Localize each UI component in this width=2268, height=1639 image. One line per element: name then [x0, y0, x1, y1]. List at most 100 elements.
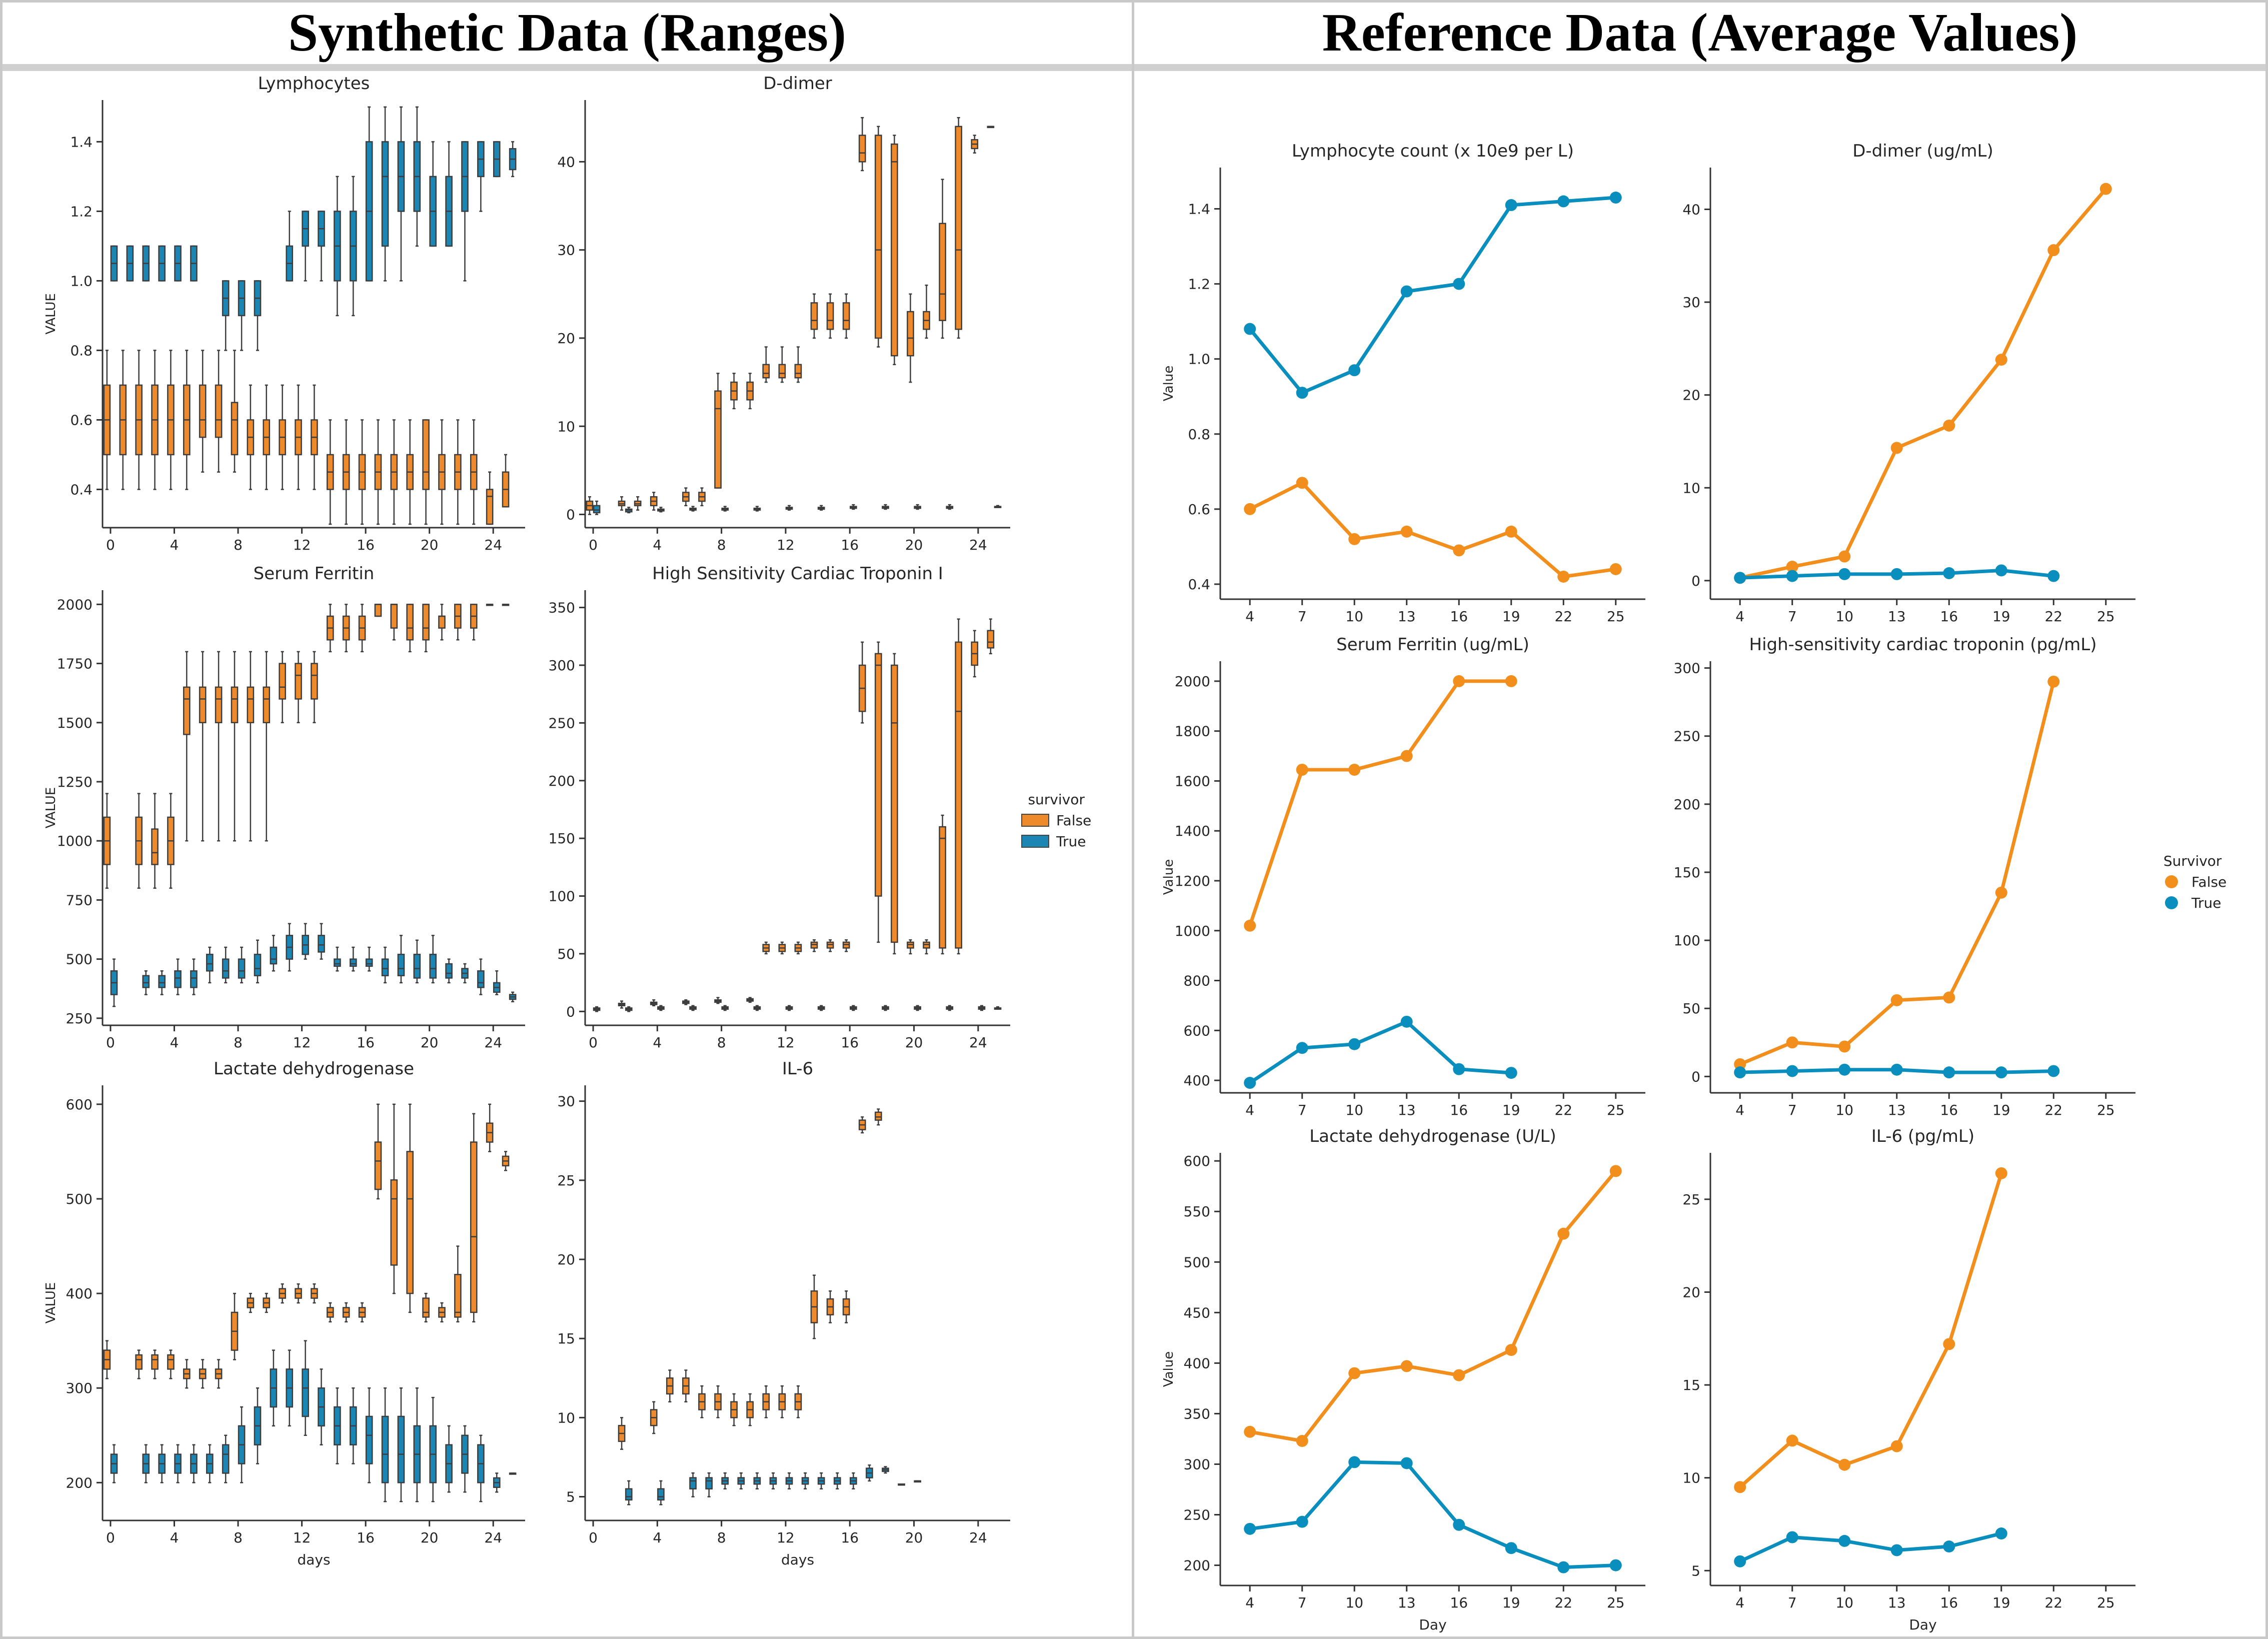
ref-troponin-xtick-label: 19 — [1992, 1102, 2010, 1118]
syn-ferritin-ytick-label: 750 — [66, 892, 93, 908]
right-header: Reference Data (Average Values) — [1132, 0, 2268, 66]
syn-ldh-box-false — [454, 1274, 462, 1318]
ref-lymph-point-false — [1453, 544, 1465, 557]
syn-ferritin-box-false — [199, 686, 207, 724]
syn-ferritin-xtick-label: 12 — [293, 1034, 311, 1051]
syn-ddimer-box-false — [955, 126, 963, 330]
syn-ferritin-box-true — [190, 970, 198, 988]
ref-troponin-ytick-label: 250 — [1674, 728, 1700, 745]
ref-troponin-point-false — [1995, 886, 2007, 899]
syn-il6-xtick-label: 24 — [969, 1529, 987, 1546]
ref-troponin-ytick-label: 150 — [1674, 864, 1700, 881]
ref-ldh-line-true — [1249, 1460, 1616, 1569]
ref-ddimer-line-false — [1739, 188, 2107, 580]
ref-ferritin-ytick-label: 400 — [1184, 1072, 1210, 1089]
syn-lymph-ytick-label: 1.4 — [70, 134, 93, 150]
ref-ddimer-ytick-label: 10 — [1682, 480, 1700, 496]
ref-ldh-xtick-label: 19 — [1502, 1594, 1520, 1611]
syn-ldh-xtick-label: 12 — [293, 1529, 311, 1546]
ref-troponin-point-true — [1734, 1066, 1746, 1079]
syn-ldh-box-false — [151, 1354, 159, 1370]
syn-ferritin-ytick-label: 2000 — [57, 596, 93, 613]
syn-ddimer-ytick-label: 30 — [557, 242, 575, 259]
syn-troponin-box-false — [939, 826, 946, 949]
syn-il6-ytick-label: 10 — [557, 1409, 575, 1426]
ref-ferritin-xtick-label: 10 — [1345, 1102, 1363, 1118]
syn-lymph-box-true — [381, 141, 389, 247]
ref-ldh-point-true — [1453, 1518, 1465, 1531]
ref-il6-xtick-label: 22 — [2044, 1594, 2062, 1611]
syn-lymph-ytick-label: 0.8 — [70, 342, 93, 359]
ref-il6-point-false — [1890, 1440, 1903, 1452]
ref-ddimer-point-false — [1995, 354, 2007, 366]
ref-ldh-xlabel: Day — [1419, 1616, 1446, 1633]
syn-ferritin-ylabel: VALUE — [44, 787, 59, 829]
ref-ferritin-ytick-label: 1200 — [1175, 873, 1210, 889]
ref-ddimer-xtick-label: 7 — [1788, 608, 1797, 625]
ref-ferritin-point-true — [1296, 1042, 1308, 1054]
ref-ldh-xtick-label: 10 — [1345, 1594, 1363, 1611]
ref-lymph-point-true — [1400, 285, 1413, 298]
syn-ferritin-box-false — [295, 663, 302, 700]
syn-ferritin-ytick-label: 500 — [66, 951, 93, 968]
syn-ferritin-box-true — [270, 946, 278, 965]
syn-il6-xlabel: days — [781, 1551, 814, 1568]
ref-ldh-xtick-label: 16 — [1450, 1594, 1468, 1611]
ref-il6-point-false — [1786, 1434, 1798, 1447]
ref-lymph-ylabel: Value — [1161, 366, 1176, 401]
syn-ddimer-ytick-label: 0 — [566, 507, 575, 523]
syn-ldh-ylabel: VALUE — [44, 1282, 59, 1324]
ref-ddimer-point-false — [1838, 550, 1851, 563]
syn-ferritin-box-false — [231, 686, 239, 724]
syn-ferritin-box-false — [438, 615, 446, 629]
ref-ferritin-ytick-label: 800 — [1184, 973, 1210, 989]
ref-ldh-point-false — [1557, 1227, 1570, 1240]
syn-troponin-xtick-label: 24 — [969, 1034, 987, 1051]
ref-ddimer-ytick-label: 20 — [1682, 387, 1700, 404]
ref-lymph-xtick-label: 22 — [1554, 608, 1572, 625]
ref-ferritin-point-false — [1296, 763, 1308, 776]
ref-lymph-point-true — [1244, 323, 1256, 335]
syn-il6-box-true — [689, 1477, 697, 1489]
syn-ldh-box-true — [222, 1444, 230, 1474]
ref-il6-xtick-label: 25 — [2097, 1594, 2115, 1611]
syn-ddimer-box-false — [874, 135, 882, 339]
syn-ferritin-xtick-label: 8 — [234, 1034, 243, 1051]
ref-troponin-point-true — [2047, 1065, 2060, 1077]
syn-il6-ytick-label: 15 — [557, 1330, 575, 1347]
syn-ddimer-title: D-dimer — [763, 74, 832, 94]
ref-ldh-ytick-label: 250 — [1184, 1507, 1210, 1523]
ref-il6-point-true — [1943, 1540, 1955, 1553]
syn-lymph-title: Lymphocytes — [258, 74, 370, 94]
ref-ddimer-xtick-label: 25 — [2097, 608, 2115, 625]
syn-il6-xtick-label: 4 — [653, 1529, 662, 1546]
syn-lymph-xtick-label: 8 — [234, 537, 243, 553]
syn-ldh-xtick-label: 20 — [421, 1529, 439, 1546]
ref-ddimer-point-false — [2047, 244, 2060, 257]
ref-il6-line-true — [1739, 1531, 2002, 1563]
syn-lymph-box-false — [422, 419, 430, 490]
ref-ferritin-line-false — [1248, 679, 1511, 926]
syn-troponin-xtick-label: 20 — [905, 1034, 923, 1051]
ref-il6-xlabel: Day — [1909, 1616, 1936, 1633]
left-header-rule — [3, 64, 1132, 71]
syn-ferritin-box-false — [390, 604, 398, 629]
ref-ferritin-point-false — [1348, 763, 1361, 776]
ref-il6-ytick-label: 25 — [1682, 1191, 1700, 1208]
syn-il6-xtick-label: 16 — [841, 1529, 859, 1546]
legend-swatch-true — [1021, 835, 1049, 848]
syn-ferritin-box-true — [445, 963, 453, 979]
syn-ldh-xtick-label: 16 — [357, 1529, 375, 1546]
ref-ferritin-point-true — [1400, 1015, 1413, 1028]
syn-ddimer-xtick-label: 0 — [589, 537, 598, 553]
syn-troponin-box-false — [955, 641, 963, 949]
ref-il6-ytick-label: 20 — [1682, 1284, 1700, 1300]
syn-ldh-box-false — [167, 1354, 175, 1370]
syn-ferritin-xtick-label: 16 — [357, 1034, 375, 1051]
ref-il6-point-false — [1943, 1338, 1955, 1350]
syn-ldh-ytick-label: 200 — [66, 1474, 93, 1491]
syn-lymph-xtick-label: 0 — [106, 537, 115, 553]
syn-ddimer-ytick-label: 40 — [557, 154, 575, 170]
ref-troponin-point-true — [1890, 1063, 1903, 1076]
ref-lymph-ytick-label: 1.4 — [1188, 201, 1210, 218]
